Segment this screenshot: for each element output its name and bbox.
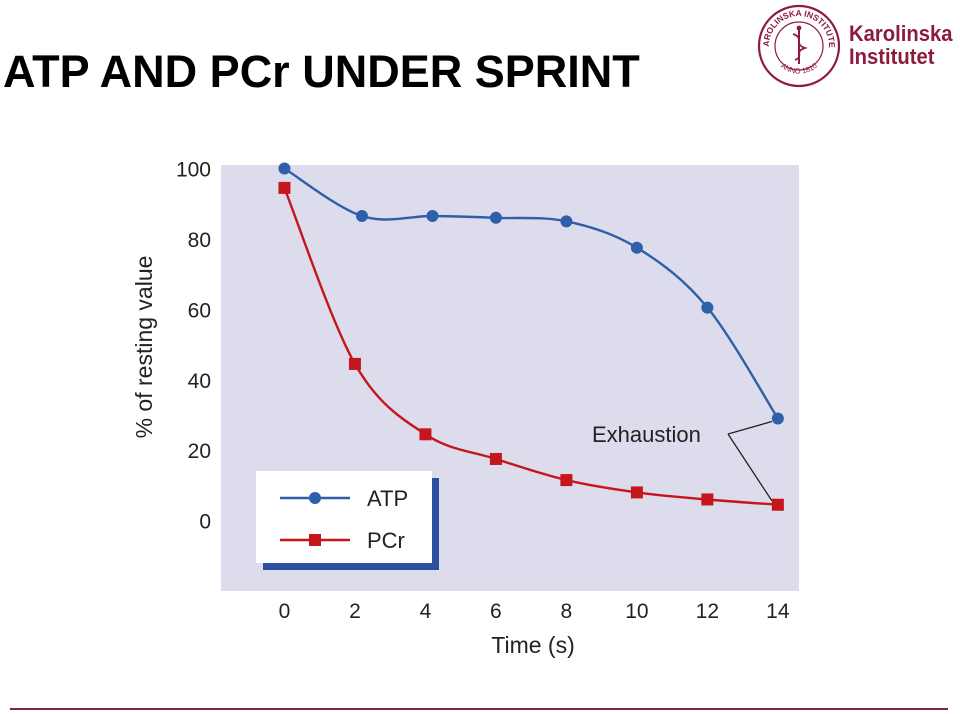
pcr-data-point <box>630 486 643 499</box>
legend-atp-label: ATP <box>367 486 408 511</box>
x-tick-label: 2 <box>349 600 361 623</box>
x-tick-label: 0 <box>279 600 291 623</box>
slide-title: ATP AND PCr UNDER SPRINT <box>3 46 640 97</box>
pcr-data-point <box>278 181 291 194</box>
atp-data-point <box>278 162 291 175</box>
y-tick-label: 60 <box>188 299 211 322</box>
pcr-data-point <box>419 428 432 441</box>
x-tick-label: 10 <box>625 600 648 623</box>
y-tick-label: 80 <box>188 229 211 252</box>
atp-data-point <box>355 210 368 223</box>
legend-pcr-label: PCr <box>367 528 405 553</box>
y-tick-label: 100 <box>176 159 211 182</box>
x-tick-label: 6 <box>490 600 502 623</box>
x-tick-label: 14 <box>766 600 790 623</box>
atp-data-point <box>701 301 714 314</box>
pcr-data-point <box>701 493 714 506</box>
x-tick-label: 12 <box>696 600 719 623</box>
x-axis-label: Time (s) <box>491 632 574 658</box>
y-axis-label: % of resting value <box>131 256 157 439</box>
x-tick-label: 4 <box>420 600 432 623</box>
x-tick-label: 8 <box>561 600 573 623</box>
y-tick-label: 40 <box>188 370 211 393</box>
atp-data-point <box>560 215 573 228</box>
atp-data-point <box>771 412 784 425</box>
svg-text:ANNO 1810: ANNO 1810 <box>779 61 819 76</box>
pcr-data-point <box>771 498 784 511</box>
y-tick-label: 0 <box>199 511 211 534</box>
y-tick-label: 20 <box>188 440 211 463</box>
exhaustion-annotation: Exhaustion <box>592 422 701 447</box>
footer-divider <box>10 708 948 710</box>
exhaustion-pointer-pcr <box>727 433 773 502</box>
legend-atp-marker <box>309 492 321 504</box>
pcr-data-point <box>348 357 361 370</box>
legend-pcr-marker <box>309 534 321 546</box>
pcr-data-point <box>560 474 573 487</box>
atp-data-point <box>630 241 643 254</box>
karolinska-logo: KAROLINSKA INSTITUTET ANNO 1810 Karolins… <box>757 4 957 88</box>
exhaustion-pointer-atp <box>727 420 773 435</box>
atp-data-point <box>426 210 439 223</box>
pcr-data-point <box>489 452 502 465</box>
legend: ATP PCr <box>256 471 439 570</box>
seal-icon: KAROLINSKA INSTITUTET ANNO 1810 <box>757 4 841 88</box>
atp-data-point <box>489 211 502 224</box>
logo-name-line2: Institutet <box>849 44 935 69</box>
logo-name-line1: Karolinska <box>849 21 953 46</box>
pcr-curve <box>283 187 778 506</box>
